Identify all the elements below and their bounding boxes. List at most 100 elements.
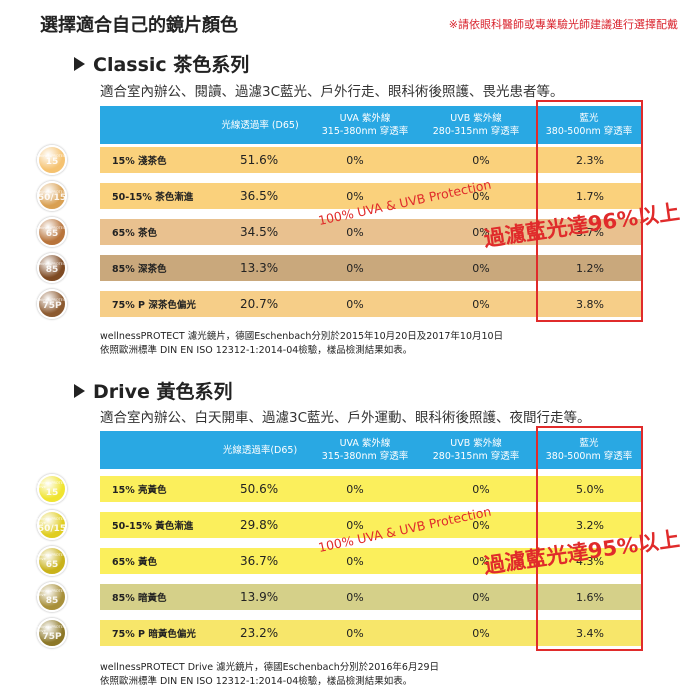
- blue-light-transmission: 4.3%: [576, 554, 604, 568]
- table-row: 65% 黃色 36.7% 0% 0% 4.3%: [100, 548, 642, 574]
- lens-code: 50/15: [37, 523, 67, 534]
- lens-swatch-icon: wellnessPROTECT 85: [36, 253, 68, 283]
- lens-brand-mark: wellnessPROTECT: [36, 225, 68, 230]
- table-row: 15% 亮黃色 50.6% 0% 0% 5.0%: [100, 476, 642, 502]
- uva-transmission: 0%: [346, 297, 364, 311]
- lens-name: 85% 深茶色: [112, 264, 167, 275]
- uva-transmission: 0%: [346, 153, 364, 167]
- blue-light-transmission: 3.7%: [576, 225, 604, 239]
- recommendation-notice: ※請依眼科醫師或專業驗光師建議進行選擇配戴: [448, 18, 678, 31]
- uvb-transmission: 0%: [472, 153, 490, 167]
- table-row: 75% P 深茶色偏光 20.7% 0% 0% 3.8%: [100, 291, 642, 317]
- lens-swatch-icon: wellnessPROTECT 15: [36, 145, 68, 175]
- uva-transmission: 0%: [346, 189, 364, 203]
- uvb-transmission: 0%: [472, 626, 490, 640]
- header-uva: UVA 紫外線 315-380nm 穿透率: [321, 113, 409, 137]
- uva-transmission: 0%: [346, 554, 364, 568]
- header-uva: UVA 紫外線 315-380nm 穿透率: [321, 438, 409, 462]
- lens-swatch-icon: wellnessPROTECT Drive 50/15: [36, 510, 68, 540]
- table-row: 50-15% 茶色漸進 36.5% 0% 0% 1.7%: [100, 183, 642, 209]
- lens-swatch-icon: wellnessPROTECT Drive 15: [36, 474, 68, 504]
- lens-code: 65: [45, 559, 59, 570]
- blue-light-transmission: 3.4%: [576, 626, 604, 640]
- uva-transmission: 0%: [346, 626, 364, 640]
- lens-brand-mark: wellnessPROTECT Drive: [36, 480, 68, 489]
- classic-section-title: Classic 茶色系列: [74, 50, 249, 77]
- header-blue: 藍光 380-500nm 穿透率: [545, 438, 633, 462]
- classic-footnote: wellnessPROTECT 濾光鏡片，德國Eschenbach分別於2015…: [100, 331, 504, 356]
- light-transmission: 20.7%: [240, 297, 279, 311]
- uvb-transmission: 0%: [472, 225, 490, 239]
- lens-code: 85: [45, 595, 59, 606]
- drive-footnote: wellnessPROTECT Drive 濾光鏡片，德國Eschenbach分…: [100, 662, 440, 687]
- triangle-bullet-icon: [74, 56, 85, 71]
- light-transmission: 51.6%: [240, 153, 279, 167]
- uvb-transmission: 0%: [472, 590, 490, 604]
- lens-code: 15: [45, 156, 59, 167]
- table-row: 85% 暗黃色 13.9% 0% 0% 1.6%: [100, 584, 642, 610]
- drive-title-text: Drive 黃色系列: [93, 381, 233, 403]
- classic-description: 適合室內辦公、閱讀、過濾3C藍光、戶外行走、眼科術後照護、畏光患者等。: [100, 84, 564, 100]
- blue-light-transmission: 1.6%: [576, 590, 604, 604]
- page-title: 選擇適合自己的鏡片顏色: [40, 15, 238, 36]
- uvb-transmission: 0%: [472, 189, 490, 203]
- light-transmission: 50.6%: [240, 482, 279, 496]
- uvb-transmission: 0%: [472, 297, 490, 311]
- light-transmission: 34.5%: [240, 225, 279, 239]
- blue-light-transmission: 5.0%: [576, 482, 604, 496]
- header-light: 光線透過率 (D65): [221, 119, 299, 131]
- light-transmission: 36.5%: [240, 189, 279, 203]
- lens-brand-mark: wellnessPROTECT Drive: [36, 552, 68, 561]
- lens-name: 50-15% 黃色漸進: [112, 521, 194, 532]
- lens-brand-mark: wellnessPROTECT Drive: [36, 588, 68, 597]
- lens-swatch-icon: wellnessPROTECT 65: [36, 217, 68, 247]
- light-transmission: 29.8%: [240, 518, 279, 532]
- lens-code: 75P: [42, 631, 62, 642]
- light-transmission: 36.7%: [240, 554, 279, 568]
- header-uvb: UVB 紫外線 280-315nm 穿透率: [432, 113, 520, 137]
- uvb-transmission: 0%: [472, 554, 490, 568]
- table-row: 65% 茶色 34.5% 0% 0% 3.7%: [100, 219, 642, 245]
- light-transmission: 13.9%: [240, 590, 279, 604]
- blue-light-highlight-box: [536, 426, 643, 651]
- blue-light-transmission: 1.2%: [576, 261, 604, 275]
- lens-brand-mark: wellnessPROTECT: [36, 153, 68, 158]
- light-transmission: 13.3%: [240, 261, 279, 275]
- classic-table-header: 光線透過率 (D65) UVA 紫外線 315-380nm 穿透率 UVB 紫外線…: [100, 106, 642, 144]
- lens-brand-mark: wellnessPROTECT: [36, 297, 68, 302]
- triangle-bullet-icon: [74, 383, 85, 398]
- blue-light-transmission: 3.2%: [576, 518, 604, 532]
- table-row: 75% P 暗黃色偏光 23.2% 0% 0% 3.4%: [100, 620, 642, 646]
- lens-brand-mark: wellnessPROTECT Drive: [36, 624, 68, 633]
- lens-name: 75% P 深茶色偏光: [112, 300, 196, 311]
- classic-title-text: Classic 茶色系列: [93, 54, 250, 76]
- lens-code: 85: [45, 264, 59, 275]
- lens-swatch-icon: wellnessPROTECT Drive 85: [36, 582, 68, 612]
- lens-swatch-icon: wellnessPROTECT 75P: [36, 289, 68, 319]
- lens-swatch-icon: wellnessPROTECT Drive 65: [36, 546, 68, 576]
- lens-name: 65% 黃色: [112, 557, 158, 568]
- lens-name: 85% 暗黃色: [112, 593, 167, 604]
- drive-section-title: Drive 黃色系列: [74, 377, 233, 404]
- lens-brand-mark: wellnessPROTECT Drive: [36, 516, 68, 525]
- uva-transmission: 0%: [346, 482, 364, 496]
- lens-brand-mark: wellnessPROTECT: [36, 189, 68, 194]
- lens-code: 15: [45, 487, 59, 498]
- lens-name: 75% P 暗黃色偏光: [112, 629, 196, 640]
- uva-transmission: 0%: [346, 261, 364, 275]
- lens-swatch-icon: wellnessPROTECT Drive 75P: [36, 618, 68, 648]
- light-transmission: 23.2%: [240, 626, 279, 640]
- blue-light-transmission: 1.7%: [576, 189, 604, 203]
- drive-table-header: 光線透過率(D65) UVA 紫外線 315-380nm 穿透率 UVB 紫外線 2…: [100, 431, 642, 469]
- lens-code: 50/15: [37, 192, 67, 203]
- uvb-transmission: 0%: [472, 518, 490, 532]
- table-row: 50-15% 黃色漸進 29.8% 0% 0% 3.2%: [100, 512, 642, 538]
- uvb-transmission: 0%: [472, 482, 490, 496]
- header-uvb: UVB 紫外線 280-315nm 穿透率: [432, 438, 520, 462]
- table-row: 15% 淺茶色 51.6% 0% 0% 2.3%: [100, 147, 642, 173]
- header-light: 光線透過率(D65): [222, 444, 298, 456]
- lens-code: 75P: [42, 300, 62, 311]
- header-blue: 藍光 380-500nm 穿透率: [545, 113, 633, 137]
- blue-light-transmission: 3.8%: [576, 297, 604, 311]
- uvb-transmission: 0%: [472, 261, 490, 275]
